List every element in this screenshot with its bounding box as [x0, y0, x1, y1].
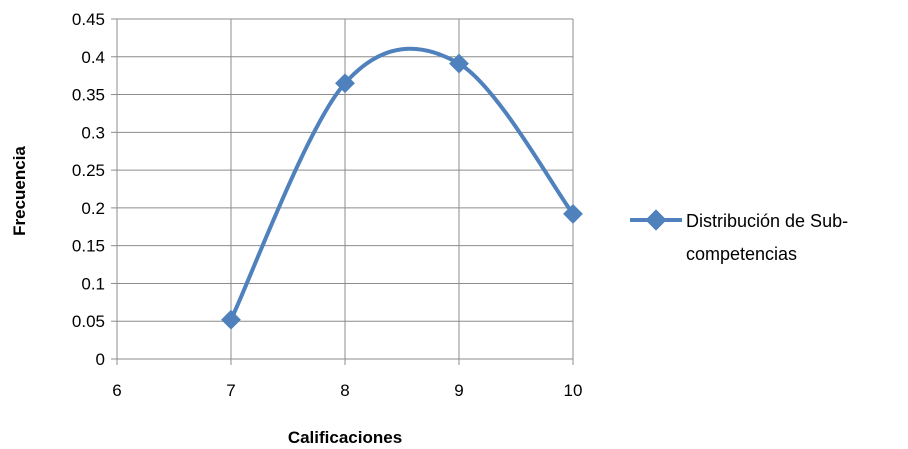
- y-tick-label: 0.05: [72, 312, 105, 331]
- y-tick-label: 0.15: [72, 237, 105, 256]
- y-tick-label: 0.1: [81, 274, 105, 293]
- legend-label-line-1: Distribución de Sub-: [686, 211, 848, 231]
- data-point-marker: [335, 73, 355, 94]
- grid-lines: [111, 18, 574, 365]
- x-tick-label: 8: [340, 381, 349, 400]
- legend-marker: [645, 209, 667, 231]
- y-tick-label: 0.35: [72, 86, 105, 105]
- y-tick-label: 0: [96, 350, 105, 369]
- x-tick-label: 7: [226, 381, 235, 400]
- y-tick-label: 0.2: [81, 199, 105, 218]
- y-tick-label: 0.3: [81, 123, 105, 142]
- legend: Distribución de Sub- competencias: [630, 209, 853, 264]
- y-tick-label: 0.4: [81, 48, 105, 67]
- y-tick-label: 0.25: [72, 161, 105, 180]
- data-point-marker: [449, 53, 469, 74]
- x-tick-label: 9: [454, 381, 463, 400]
- x-axis-title: Calificaciones: [288, 428, 402, 447]
- series-group: [221, 46, 583, 330]
- y-axis-title: Frecuencia: [10, 146, 29, 236]
- tick-labels: 0 0.05 0.1 0.15 0.2 0.25 0.3 0.35 0.4 0.45 6 7 8 9 10: [72, 10, 583, 400]
- y-tick-label: 0.45: [72, 10, 105, 29]
- x-tick-label: 10: [564, 381, 583, 400]
- x-tick-label: 6: [112, 381, 121, 400]
- data-point-marker: [221, 309, 241, 330]
- svg-text:Distribución de Sub- com: Distribución de Sub- competencias: [686, 211, 853, 264]
- series-line: [229, 46, 575, 321]
- legend-label-line-2: competencias: [686, 244, 797, 264]
